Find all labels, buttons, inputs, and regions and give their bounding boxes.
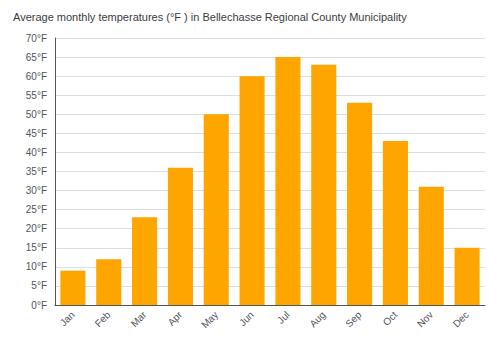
svg-text:Feb: Feb bbox=[93, 309, 113, 329]
svg-text:50°F: 50°F bbox=[26, 109, 47, 120]
svg-text:60°F: 60°F bbox=[26, 71, 47, 82]
svg-text:Aug: Aug bbox=[307, 309, 327, 329]
svg-text:70°F: 70°F bbox=[26, 33, 47, 44]
svg-text:10°F: 10°F bbox=[26, 261, 47, 272]
svg-text:35°F: 35°F bbox=[26, 166, 47, 177]
svg-text:Nov: Nov bbox=[415, 309, 435, 329]
svg-text:Jan: Jan bbox=[58, 309, 77, 328]
svg-text:65°F: 65°F bbox=[26, 52, 47, 63]
svg-text:45°F: 45°F bbox=[26, 128, 47, 139]
svg-text:Average monthly temperatures (: Average monthly temperatures (°F ) in Be… bbox=[13, 11, 407, 23]
svg-text:25°F: 25°F bbox=[26, 204, 47, 215]
svg-text:55°F: 55°F bbox=[26, 90, 47, 101]
svg-text:Sep: Sep bbox=[343, 309, 364, 330]
svg-text:Dec: Dec bbox=[451, 309, 471, 329]
svg-text:5°F: 5°F bbox=[31, 280, 47, 291]
svg-text:Apr: Apr bbox=[166, 309, 185, 328]
svg-text:Jul: Jul bbox=[275, 309, 292, 326]
svg-text:Oct: Oct bbox=[381, 309, 400, 328]
svg-text:Jun: Jun bbox=[237, 309, 256, 328]
svg-text:15°F: 15°F bbox=[26, 242, 47, 253]
svg-text:30°F: 30°F bbox=[26, 185, 47, 196]
svg-text:20°F: 20°F bbox=[26, 223, 47, 234]
svg-text:40°F: 40°F bbox=[26, 147, 47, 158]
svg-text:0°F: 0°F bbox=[31, 300, 47, 311]
svg-text:May: May bbox=[199, 309, 220, 330]
svg-text:Mar: Mar bbox=[129, 309, 149, 329]
